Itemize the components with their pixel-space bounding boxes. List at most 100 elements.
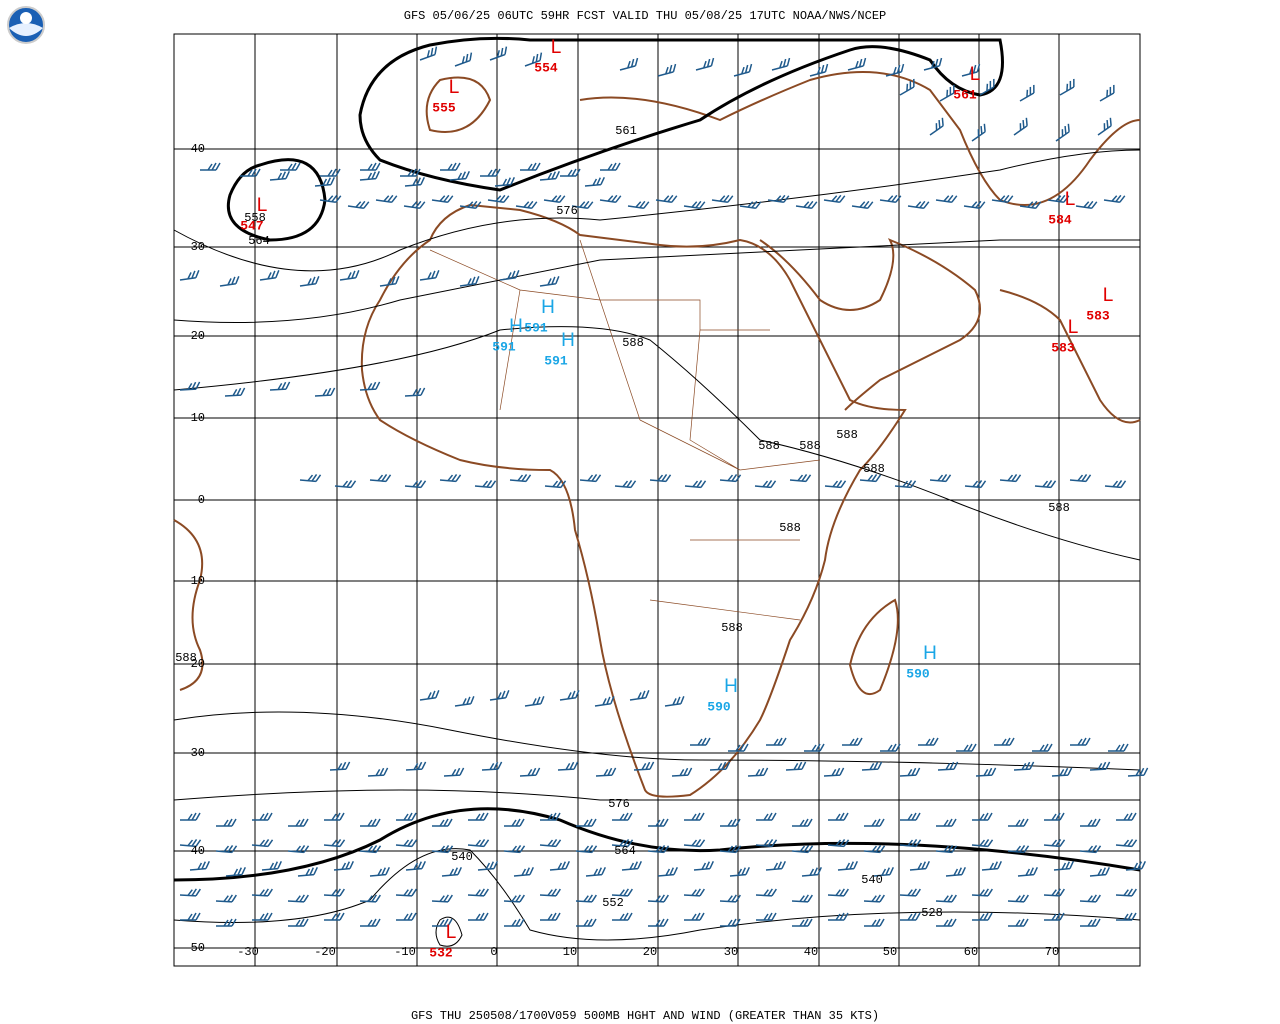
barb-shaft (1013, 761, 1035, 771)
wind-barb (179, 270, 200, 281)
wind-barb (755, 888, 777, 897)
wind-barb (1034, 479, 1057, 489)
wind-barb (827, 888, 849, 897)
barb-shaft (1070, 737, 1091, 746)
wind-barb (1069, 473, 1092, 483)
barb-shaft (323, 888, 345, 897)
barb-shaft (575, 844, 598, 854)
barb-shaft (179, 888, 201, 897)
wind-barb (859, 473, 882, 483)
wind-barb (179, 888, 201, 897)
barb-shaft (1103, 194, 1126, 203)
wind-barb (431, 194, 454, 203)
wind-barb (1103, 194, 1126, 203)
barb-shaft (1079, 894, 1101, 903)
barb-shaft (594, 696, 615, 707)
wind-barb (329, 761, 351, 771)
wind-barb (1108, 743, 1129, 752)
wind-barb (657, 866, 678, 877)
barb-shaft (454, 696, 475, 707)
wind-barb (655, 194, 678, 203)
barb-shaft (515, 200, 538, 209)
barb-shaft (431, 894, 453, 903)
barb-shaft (360, 818, 381, 827)
barb-shaft (320, 168, 341, 177)
wind-barb (575, 844, 598, 854)
barb-shaft (1079, 844, 1102, 854)
barb-shaft (314, 176, 335, 187)
barb-shaft (899, 78, 915, 96)
barb-shaft (1116, 912, 1137, 921)
contour-label: 528 (921, 906, 943, 920)
barb-shaft (200, 162, 221, 171)
barb-shaft (791, 844, 814, 854)
barb-shaft (766, 737, 787, 746)
wind-barb (937, 761, 959, 771)
barb-shaft (864, 818, 885, 827)
wind-barb (539, 170, 560, 181)
barb-shaft (801, 866, 822, 877)
wind-barb (629, 690, 650, 701)
wind-barb (404, 387, 426, 397)
barb-shaft (611, 838, 634, 848)
wind-barb (1099, 84, 1115, 102)
barb-shaft (369, 866, 390, 877)
barb-shaft (823, 194, 846, 203)
low-value: 554 (534, 60, 558, 75)
high-marker: H (561, 330, 575, 351)
barb-shaft (539, 838, 562, 848)
barb-shaft (1116, 812, 1137, 821)
wind-barb (885, 63, 905, 77)
barb-shaft (611, 888, 633, 897)
wind-barb (627, 200, 650, 209)
wind-barb (935, 894, 957, 903)
wind-barb (755, 838, 778, 848)
wind-barb (520, 162, 541, 171)
wind-barb (287, 844, 310, 854)
contour-label: 558 (244, 211, 266, 225)
wind-barb (719, 473, 742, 483)
barb-shaft (539, 276, 560, 287)
contour-label: 588 (721, 621, 743, 635)
barb-shaft (404, 387, 426, 397)
barb-shaft (647, 894, 669, 903)
wind-barb (657, 63, 677, 77)
barb-shaft (269, 170, 290, 181)
noaa-logo (7, 6, 45, 44)
barb-shaft (396, 812, 417, 821)
wind-barb (584, 176, 605, 187)
wind-barb (972, 812, 993, 821)
wind-barb (1075, 200, 1098, 209)
wind-barb (1019, 200, 1042, 209)
barb-shaft (1115, 838, 1138, 848)
barb-shaft (899, 888, 921, 897)
barb-shaft (971, 123, 986, 142)
wind-barb (419, 46, 438, 61)
barb-shaft (929, 473, 952, 483)
wind-barb (747, 767, 769, 777)
wind-barb (756, 812, 777, 821)
barb-shaft (595, 767, 617, 777)
wind-barb (981, 860, 1002, 871)
wind-barb (269, 170, 290, 181)
barb-shaft (767, 194, 790, 203)
wind-barb (585, 866, 606, 877)
low-value: 583 (1086, 308, 1110, 323)
wind-barb (1053, 860, 1074, 871)
wind-barb (459, 200, 482, 209)
barb-shaft (189, 860, 210, 871)
wind-barb (1127, 767, 1149, 777)
wind-barb (720, 918, 741, 927)
contour-label: 564 (614, 844, 636, 858)
wind-barb (612, 912, 633, 921)
barb-shaft (323, 838, 346, 848)
wind-barb (994, 737, 1015, 746)
barb-shaft (765, 860, 786, 871)
barb-shaft (828, 812, 849, 821)
barb-shaft (375, 194, 398, 203)
wind-barb (594, 696, 615, 707)
wind-barb (929, 117, 944, 136)
wind-barb (823, 194, 846, 203)
wind-barbs (179, 46, 1149, 927)
